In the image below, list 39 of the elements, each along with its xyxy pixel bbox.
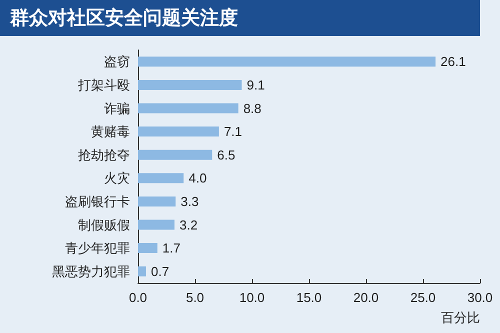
bar [138,266,146,276]
y-tick-label: 抢劫抢夺 [78,147,130,162]
y-tick-label: 盗窃 [104,54,130,70]
y-tick-label: 黑恶势力犯罪 [52,264,130,279]
x-axis-title: 百分比 [441,310,480,325]
bar [138,150,212,160]
y-tick-label: 火灾 [104,170,130,186]
data-label: 6.5 [217,147,236,162]
bar [138,103,238,114]
data-label: 4.0 [188,170,207,186]
data-label: 3.3 [180,194,199,209]
bar [138,220,174,230]
data-label: 3.2 [179,217,198,232]
x-tick-label: 20.0 [353,290,379,305]
data-label: 1.7 [162,240,180,256]
y-tick-label: 黄赌毒 [91,124,130,140]
bar [138,196,176,206]
y-tick-label: 诈骗 [104,100,130,116]
data-label: 26.1 [440,54,466,70]
data-label: 9.1 [246,77,265,92]
bar [138,56,436,67]
x-tick-label: 15.0 [296,290,322,305]
bar [138,80,242,90]
bar [138,173,184,184]
data-label: 0.7 [150,264,170,279]
y-tick-label: 制假贩假 [78,217,130,232]
data-label: 8.8 [243,100,262,116]
x-tick-label: 25.0 [410,290,436,305]
y-tick-label: 青少年犯罪 [65,240,130,256]
x-tick-label: 30.0 [467,290,493,305]
chart-title: 群众对社区安全问题关注度 [0,0,480,36]
bar [138,126,219,137]
bar [138,243,158,254]
data-label: 7.1 [224,124,242,140]
x-tick-label: 0.0 [128,290,148,305]
x-tick-label: 5.0 [186,290,204,305]
y-tick-label: 盗刷银行卡 [65,194,130,209]
x-tick-label: 10.0 [239,290,265,305]
y-tick-label: 打架斗殴 [77,77,130,92]
